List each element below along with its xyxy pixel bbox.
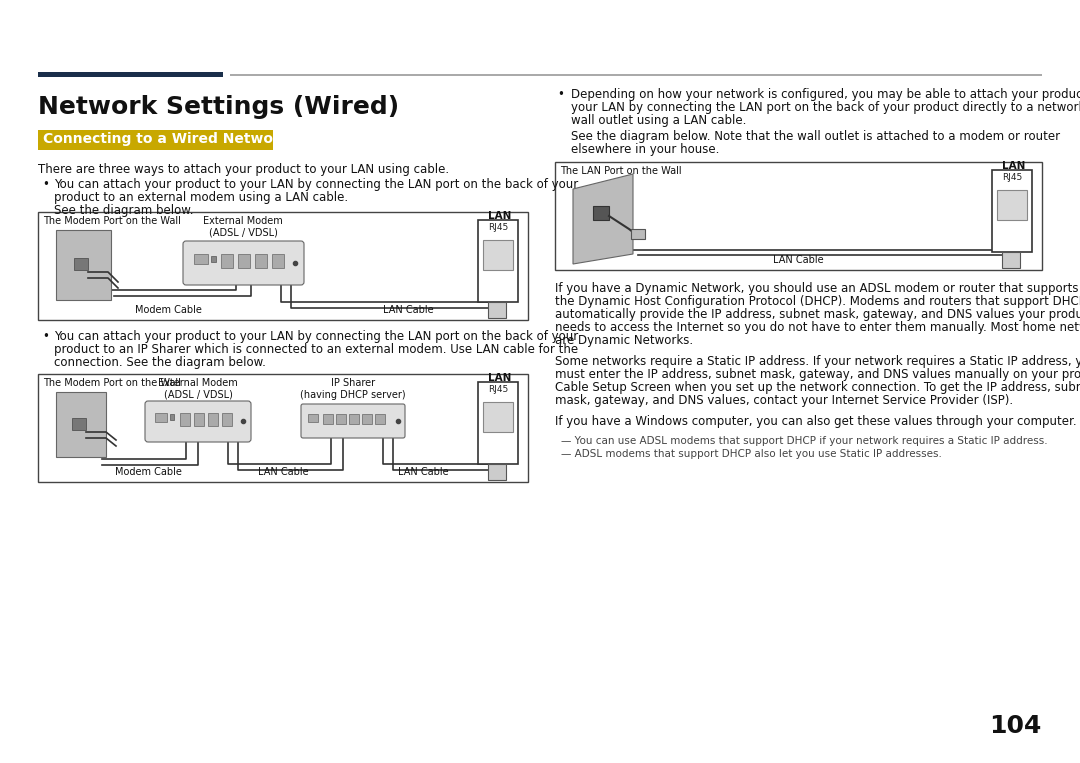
Bar [323,414,333,424]
Text: — ADSL modems that support DHCP also let you use Static IP addresses.: — ADSL modems that support DHCP also let… [561,449,942,459]
Bar [170,414,174,420]
Text: Connecting to a Wired Network: Connecting to a Wired Network [43,132,289,146]
Bar [555,74,1042,76]
Text: You can attach your product to your LAN by connecting the LAN port on the back o: You can attach your product to your LAN … [54,178,578,191]
Text: LAN Cable: LAN Cable [772,255,823,265]
Text: Modem Cable: Modem Cable [114,467,181,477]
Text: External Modem
(ADSL / VDSL): External Modem (ADSL / VDSL) [158,378,238,400]
Text: must enter the IP address, subnet mask, gateway, and DNS values manually on your: must enter the IP address, subnet mask, … [555,368,1080,381]
Bar [483,240,513,270]
Text: If you have a Dynamic Network, you should use an ADSL modem or router that suppo: If you have a Dynamic Network, you shoul… [555,282,1079,295]
Bar [483,402,513,432]
FancyBboxPatch shape [145,401,251,442]
Text: LAN Cable: LAN Cable [258,467,308,477]
Bar [194,254,208,264]
Bar [1002,252,1020,268]
Bar [593,206,609,220]
Text: See the diagram below.: See the diagram below. [54,204,193,217]
Bar [38,72,222,77]
Text: Some networks require a Static IP address. If your network requires a Static IP : Some networks require a Static IP addres… [555,355,1080,368]
Bar [375,414,384,424]
Text: automatically provide the IP address, subnet mask, gateway, and DNS values your : automatically provide the IP address, su… [555,308,1080,321]
Bar [555,162,1042,270]
Text: elsewhere in your house.: elsewhere in your house. [571,143,719,156]
Bar [238,254,249,268]
Text: RJ45: RJ45 [488,385,508,394]
Text: LAN: LAN [1002,161,1026,171]
Text: 104: 104 [989,714,1042,738]
Bar [478,382,518,464]
Bar [72,418,86,430]
Text: your LAN by connecting the LAN port on the back of your product directly to a ne: your LAN by connecting the LAN port on t… [571,101,1080,114]
Bar [75,258,87,270]
Text: wall outlet using a LAN cable.: wall outlet using a LAN cable. [571,114,746,127]
Text: •: • [557,88,564,101]
Bar [208,413,218,426]
Bar [38,130,273,150]
Text: Modem Cable: Modem Cable [135,305,202,315]
Text: External Modem
(ADSL / VDSL): External Modem (ADSL / VDSL) [203,216,283,237]
Text: Cable Setup Screen when you set up the network connection. To get the IP address: Cable Setup Screen when you set up the n… [555,381,1080,394]
Text: If you have a Windows computer, you can also get these values through your compu: If you have a Windows computer, you can … [555,415,1077,428]
Bar [211,256,216,262]
Text: IP Sharer
(having DHCP server): IP Sharer (having DHCP server) [300,378,406,400]
Polygon shape [56,230,111,300]
Text: LAN Cable: LAN Cable [397,467,448,477]
Bar [488,464,507,480]
Bar [488,302,507,318]
Text: Network Settings (Wired): Network Settings (Wired) [38,95,400,119]
Bar [180,413,190,426]
Bar [631,229,645,239]
Text: You can attach your product to your LAN by connecting the LAN port on the back o: You can attach your product to your LAN … [54,330,578,343]
Text: needs to access the Internet so you do not have to enter them manually. Most hom: needs to access the Internet so you do n… [555,321,1080,334]
Text: product to an external modem using a LAN cable.: product to an external modem using a LAN… [54,191,348,204]
Bar [38,374,528,482]
Text: See the diagram below. Note that the wall outlet is attached to a modem or route: See the diagram below. Note that the wal… [571,130,1061,143]
Bar [230,74,1042,76]
Bar [997,190,1027,220]
Bar [336,414,346,424]
Text: RJ45: RJ45 [488,223,508,232]
Bar [221,254,233,268]
Bar [993,170,1032,252]
Text: There are three ways to attach your product to your LAN using cable.: There are three ways to attach your prod… [38,163,449,176]
Bar [255,254,267,268]
Polygon shape [573,174,633,264]
Text: The LAN Port on the Wall: The LAN Port on the Wall [561,166,681,176]
Bar [478,220,518,302]
Text: mask, gateway, and DNS values, contact your Internet Service Provider (ISP).: mask, gateway, and DNS values, contact y… [555,394,1013,407]
Bar [222,413,232,426]
Text: Depending on how your network is configured, you may be able to attach your prod: Depending on how your network is configu… [571,88,1080,101]
Text: The Modem Port on the Wall: The Modem Port on the Wall [43,216,180,226]
Bar [362,414,372,424]
Bar [38,212,528,320]
Bar [349,414,359,424]
Text: LAN Cable: LAN Cable [382,305,433,315]
Text: are Dynamic Networks.: are Dynamic Networks. [555,334,693,347]
Text: the Dynamic Host Configuration Protocol (DHCP). Modems and routers that support : the Dynamic Host Configuration Protocol … [555,295,1080,308]
Text: •: • [42,330,49,343]
FancyBboxPatch shape [301,404,405,438]
Text: — You can use ADSL modems that support DHCP if your network requires a Static IP: — You can use ADSL modems that support D… [561,436,1048,446]
Bar [156,413,167,422]
Bar [194,413,204,426]
Text: RJ45: RJ45 [1002,173,1022,182]
Text: LAN: LAN [488,373,512,383]
Text: •: • [42,178,49,191]
Text: The Modem Port on the Wall: The Modem Port on the Wall [43,378,180,388]
Text: LAN: LAN [488,211,512,221]
Polygon shape [56,392,106,457]
Text: product to an IP Sharer which is connected to an external modem. Use LAN cable f: product to an IP Sharer which is connect… [54,343,578,356]
Text: connection. See the diagram below.: connection. See the diagram below. [54,356,266,369]
Bar [272,254,284,268]
FancyBboxPatch shape [183,241,303,285]
Bar [308,414,318,422]
